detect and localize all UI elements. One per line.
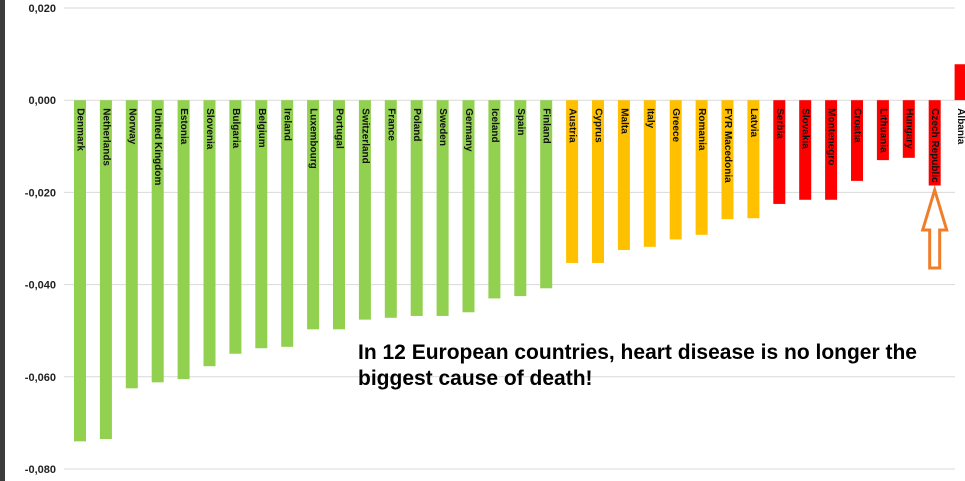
- category-label: Belgium: [256, 108, 267, 148]
- category-label: Netherlands: [100, 108, 111, 166]
- category-label: Finland: [541, 108, 552, 144]
- category-label: Iceland: [489, 108, 500, 142]
- y-tick-label: -0,020: [25, 187, 56, 199]
- y-tick-label: 0,000: [28, 95, 56, 107]
- category-label: Sweden: [437, 108, 448, 146]
- bar: [928, 100, 941, 186]
- y-tick-label: -0,060: [25, 372, 56, 384]
- category-label: Denmark: [75, 108, 86, 151]
- bar: [125, 100, 138, 389]
- bar: [99, 100, 112, 440]
- bar: [307, 100, 320, 330]
- category-label: Estonia: [178, 108, 189, 145]
- bar: [643, 100, 656, 247]
- category-label: Spain: [515, 108, 526, 135]
- category-label: Ireland: [282, 108, 293, 141]
- category-label: Hungary: [903, 108, 914, 149]
- bar: [773, 100, 786, 204]
- category-label: Poland: [411, 108, 422, 141]
- category-label: Czech Republic: [929, 108, 940, 183]
- category-label: United Kingdom: [152, 108, 163, 185]
- bar: [255, 100, 268, 349]
- category-label: Cyprus: [593, 108, 604, 143]
- category-label: Norway: [126, 108, 137, 145]
- category-label: France: [385, 108, 396, 141]
- category-label: Montenegro: [826, 108, 837, 165]
- bar: [954, 64, 965, 101]
- bar: [876, 100, 889, 161]
- category-label: Romania: [696, 108, 707, 151]
- category-label: Slovenia: [204, 108, 215, 150]
- up-arrow-icon: [920, 184, 949, 270]
- category-label: Italy: [644, 108, 655, 128]
- y-tick-label: 0,020: [28, 3, 56, 15]
- bar: [358, 100, 371, 320]
- bar: [617, 100, 630, 251]
- y-tick-label: -0,080: [25, 464, 56, 476]
- bar: [410, 100, 423, 316]
- y-tick-label: -0,040: [25, 280, 56, 292]
- bar: [566, 100, 579, 263]
- bar: [229, 100, 242, 354]
- category-label: Portugal: [334, 108, 345, 149]
- bar: [592, 100, 604, 263]
- bar: [695, 100, 708, 235]
- category-label: Luxembourg: [308, 108, 319, 169]
- bar: [851, 100, 863, 181]
- bar: [825, 100, 838, 200]
- category-label: Slovakia: [800, 108, 811, 149]
- bar: [721, 100, 734, 220]
- bar: [333, 100, 345, 330]
- category-label: Malta: [618, 108, 629, 134]
- category-label: Germany: [463, 108, 474, 152]
- category-label: Switzerland: [359, 108, 370, 164]
- bar: [747, 100, 760, 219]
- category-label: Austria: [567, 108, 578, 143]
- bar: [203, 100, 216, 367]
- bar: [669, 100, 682, 240]
- bar: [151, 100, 164, 383]
- category-label: Lithuania: [877, 108, 888, 153]
- bar: [462, 100, 475, 313]
- category-label: FYR Macedonia: [722, 108, 733, 183]
- bar: [436, 100, 449, 316]
- bar: [281, 100, 294, 347]
- bar: [74, 100, 86, 442]
- bar: [799, 100, 812, 200]
- bar: [384, 100, 397, 318]
- category-label: Greece: [670, 108, 681, 142]
- bar: [177, 100, 190, 380]
- bar: [540, 100, 553, 289]
- window-edge: [0, 0, 5, 481]
- category-label: Croatia: [852, 108, 863, 143]
- chart-annotation: In 12 European countries, heart disease …: [358, 341, 917, 390]
- bar: [488, 100, 501, 299]
- category-label: Albania: [955, 108, 965, 145]
- category-label: Bulgaria: [230, 108, 241, 148]
- category-label: Serbia: [774, 108, 785, 139]
- bar: [902, 100, 915, 158]
- bar: [514, 100, 527, 297]
- category-label: Latvia: [748, 108, 759, 137]
